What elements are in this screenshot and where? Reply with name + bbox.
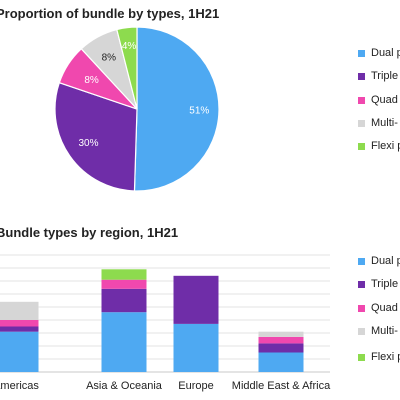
legend-label: Dual p <box>371 255 400 267</box>
pie-legend-item-dual: Dual p <box>358 47 400 59</box>
x-tick-label: Europe <box>178 380 214 392</box>
legend-swatch-triple <box>358 72 365 80</box>
bar-segment-dualp <box>258 352 304 372</box>
pie-chart-title: Proportion of bundle by types, 1H21 <box>0 6 220 21</box>
legend-swatch-multi <box>358 119 365 127</box>
x-tick-label: Americas <box>0 380 39 392</box>
pie-slice-label: 30% <box>78 138 98 149</box>
legend-swatch-flexi <box>358 353 365 361</box>
bar-segment-dualp <box>101 312 147 372</box>
legend-swatch-quad <box>358 304 365 312</box>
pie-legend-item-triple: Triple <box>358 70 398 82</box>
bar-segment-dualp <box>0 331 39 372</box>
pie-legend-item-multi: Multi- <box>358 117 398 129</box>
bar-segment-quadp <box>0 320 39 327</box>
pie-slice-label: 51% <box>189 105 209 116</box>
bar-legend-item-multi: Multi- <box>358 325 398 337</box>
x-tick-label: Middle East & Africa <box>231 380 331 392</box>
legend-label: Flexi p <box>371 140 400 152</box>
legend-swatch-triple <box>358 280 365 288</box>
legend-swatch-dual <box>358 257 365 265</box>
x-tick-label: Asia & Oceania <box>86 380 162 392</box>
legend-label: Triple <box>371 70 399 82</box>
bar-segment-quadp <box>101 279 147 289</box>
pie-legend-item-flexi: Flexi p <box>358 140 400 152</box>
bar-segment-triple <box>173 275 219 324</box>
pie-slice-flexip <box>116 26 138 110</box>
pie-slice-label: 4% <box>122 41 137 52</box>
bar-segment-quadp <box>258 336 304 344</box>
legend-label: Quad <box>371 94 398 106</box>
bar-legend-item-dual: Dual p <box>358 255 400 267</box>
legend-swatch-multi <box>358 327 365 335</box>
bar-segment-triple <box>0 326 39 332</box>
bar-segment-triple <box>101 288 147 313</box>
pie-slice-dualp <box>133 26 220 192</box>
bar-chart-title: Bundle types by region, 1H21 <box>0 225 179 240</box>
bar-segment-multi <box>258 331 304 337</box>
legend-label: Quad p <box>371 302 400 314</box>
legend-swatch-dual <box>358 49 365 57</box>
legend-label: Flexi p <box>371 351 400 363</box>
bar-legend-item-flexi: Flexi p <box>358 351 400 363</box>
bar-segment-multi <box>0 301 39 320</box>
legend-label: Dual p <box>371 47 400 59</box>
legend-label: Multi- <box>371 117 398 129</box>
legend-swatch-quad <box>358 96 365 104</box>
bar-legend-item-quad: Quad p <box>358 302 400 314</box>
pie-slice-label: 8% <box>84 75 99 86</box>
bar-segment-triple <box>258 343 304 353</box>
bar-legend-item-triple: Triple <box>358 278 398 290</box>
legend-label: Triple <box>371 278 399 290</box>
legend-label: Multi- <box>371 325 398 337</box>
pie-slice-label: 8% <box>102 53 117 64</box>
bar-segment-flexip <box>101 269 147 280</box>
legend-swatch-flexi <box>358 142 365 150</box>
pie-slice-triple <box>54 81 138 192</box>
pie-legend-item-quad: Quad <box>358 94 398 106</box>
bar-segment-dualp <box>173 323 219 372</box>
